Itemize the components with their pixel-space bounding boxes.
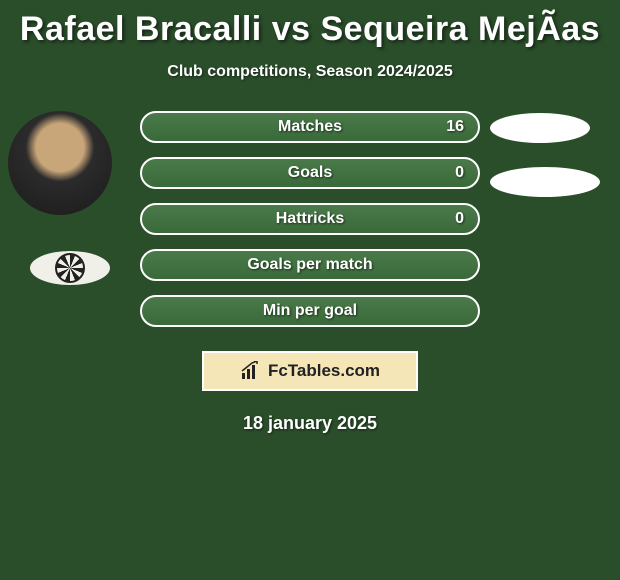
stat-bar-hattricks: Hattricks 0 xyxy=(140,203,480,235)
stat-value: 16 xyxy=(446,118,464,136)
player-photo xyxy=(8,111,112,215)
club-badge-icon xyxy=(55,253,85,283)
page-title: Rafael Bracalli vs Sequeira MejÃ­as xyxy=(0,0,620,49)
stat-bar-matches: Matches 16 xyxy=(140,111,480,143)
stat-value: 0 xyxy=(455,164,464,182)
club-badge xyxy=(30,251,110,285)
stat-bar-goals-per-match: Goals per match xyxy=(140,249,480,281)
stat-label: Goals per match xyxy=(247,256,372,274)
player2-placeholder xyxy=(490,113,590,143)
stat-bar-goals: Goals 0 xyxy=(140,157,480,189)
stat-label: Min per goal xyxy=(263,302,357,320)
stat-value: 0 xyxy=(455,210,464,228)
date-text: 18 january 2025 xyxy=(0,413,620,434)
stat-bar-min-per-goal: Min per goal xyxy=(140,295,480,327)
logo-text: FcTables.com xyxy=(268,361,380,381)
stat-label: Goals xyxy=(288,164,332,182)
logo-box: FcTables.com xyxy=(202,351,418,391)
content-area: Matches 16 Goals 0 Hattricks 0 Goals per… xyxy=(0,111,620,434)
bar-chart-up-icon xyxy=(240,361,262,381)
stats-container: Matches 16 Goals 0 Hattricks 0 Goals per… xyxy=(140,111,480,327)
stat-label: Matches xyxy=(278,118,342,136)
page-subtitle: Club competitions, Season 2024/2025 xyxy=(0,63,620,81)
stat-label: Hattricks xyxy=(276,210,344,228)
club2-placeholder xyxy=(490,167,600,197)
